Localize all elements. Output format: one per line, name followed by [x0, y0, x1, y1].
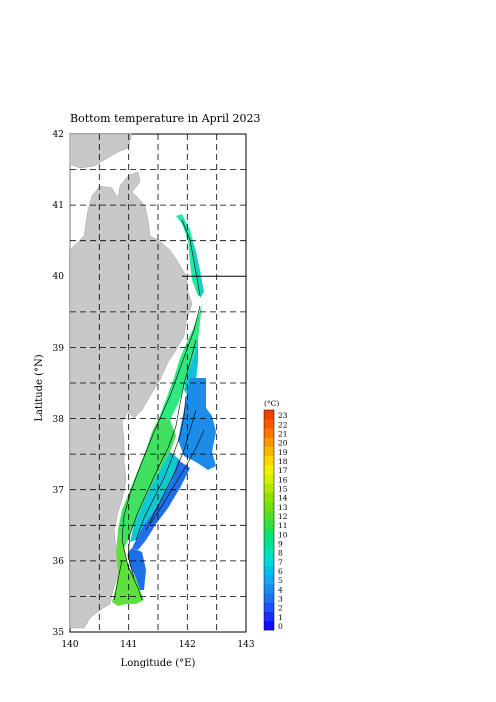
- colorbar-label-22: 22: [278, 420, 288, 429]
- colorbar-swatch-6: [264, 565, 274, 576]
- colorbar-label-10: 10: [278, 530, 288, 539]
- colorbar-label-16: 16: [278, 475, 288, 484]
- colorbar-swatch-19: [264, 446, 274, 457]
- colorbar-swatch-22: [264, 419, 274, 429]
- colorbar-label-7: 7: [278, 558, 283, 567]
- y-tick-40: 40: [53, 272, 65, 282]
- colorbar-swatch-10: [264, 529, 274, 539]
- colorbar-unit: (°C): [264, 399, 279, 408]
- colorbar-swatch-16: [264, 474, 274, 484]
- temp-band-middle-green: [158, 304, 202, 420]
- colorbar-swatch-13: [264, 501, 274, 512]
- colorbar-swatch-21: [264, 428, 274, 438]
- colorbar-swatch-8: [264, 547, 274, 557]
- colorbar-swatch-5: [264, 575, 274, 585]
- colorbar-label-19: 19: [278, 448, 288, 457]
- y-tick-35: 35: [53, 628, 65, 638]
- temp-band-north-cyan: [190, 236, 204, 298]
- y-axis-label: Latitude (°N): [34, 354, 45, 421]
- isotherm-lines: [113, 219, 205, 601]
- grid-lines: [70, 134, 246, 632]
- temp-band-south-cyan: [130, 452, 180, 542]
- colorbar-swatch-4: [264, 584, 274, 594]
- temp-band-south-green: [118, 420, 176, 548]
- y-tick-37: 37: [53, 486, 65, 496]
- colorbar-label-1: 1: [278, 613, 283, 622]
- colorbar-swatch-2: [264, 602, 274, 612]
- y-tick-39: 39: [53, 344, 65, 354]
- colorbar-swatch-18: [264, 455, 274, 466]
- colorbar-label-13: 13: [278, 503, 288, 512]
- colorbar-label-23: 23: [278, 411, 288, 420]
- x-tick-143: 143: [237, 640, 254, 650]
- colorbar-label-3: 3: [278, 595, 283, 604]
- y-tick-41: 41: [53, 201, 64, 211]
- colorbar-label-4: 4: [278, 585, 283, 594]
- colorbar-label-5: 5: [278, 576, 283, 585]
- x-tick-140: 140: [61, 640, 78, 650]
- colorbar-swatch-3: [264, 593, 274, 603]
- colorbar-swatch-14: [264, 492, 274, 502]
- colorbar-label-8: 8: [278, 549, 283, 558]
- colorbar: (°C) 01234567891011121314151617181920212…: [263, 399, 288, 631]
- colorbar-label-12: 12: [278, 512, 288, 521]
- colorbar-swatch-9: [264, 538, 274, 548]
- colorbar-label-15: 15: [278, 485, 288, 494]
- colorbar-label-6: 6: [278, 567, 283, 576]
- colorbar-swatch-12: [264, 510, 274, 521]
- colorbar-label-0: 0: [278, 622, 283, 631]
- colorbar-swatch-11: [264, 520, 274, 530]
- y-tick-38: 38: [53, 415, 65, 425]
- temp-band-south-blue: [132, 460, 190, 550]
- temp-band-boso-green: [112, 530, 144, 606]
- x-tick-141: 141: [120, 640, 137, 650]
- land-north-bump: [69, 133, 133, 169]
- colorbar-frame: [263, 409, 275, 631]
- colorbar-label-21: 21: [278, 430, 288, 439]
- colorbar-label-20: 20: [278, 439, 288, 448]
- colorbar-swatch-20: [264, 437, 274, 447]
- temp-band-boso-blue: [128, 548, 146, 590]
- colorbar-label-9: 9: [278, 540, 283, 549]
- colorbar-swatch-17: [264, 465, 274, 475]
- colorbar-swatch-23: [264, 410, 274, 420]
- colorbar-label-2: 2: [278, 604, 283, 613]
- colorbar-swatch-7: [264, 556, 274, 567]
- y-tick-36: 36: [53, 557, 65, 567]
- colorbar-label-14: 14: [278, 494, 288, 503]
- x-axis-label: Longitude (°E): [121, 658, 196, 669]
- map-title: Bottom temperature in April 2023: [70, 112, 260, 125]
- x-tick-142: 142: [179, 640, 196, 650]
- colorbar-label-11: 11: [278, 521, 288, 530]
- colorbar-label-18: 18: [278, 457, 288, 466]
- colorbar-swatch-0: [264, 620, 274, 631]
- colorbar-label-17: 17: [278, 466, 288, 475]
- colorbar-swatch-1: [264, 611, 274, 622]
- y-tick-42: 42: [53, 130, 64, 140]
- colorbar-swatch-15: [264, 483, 274, 493]
